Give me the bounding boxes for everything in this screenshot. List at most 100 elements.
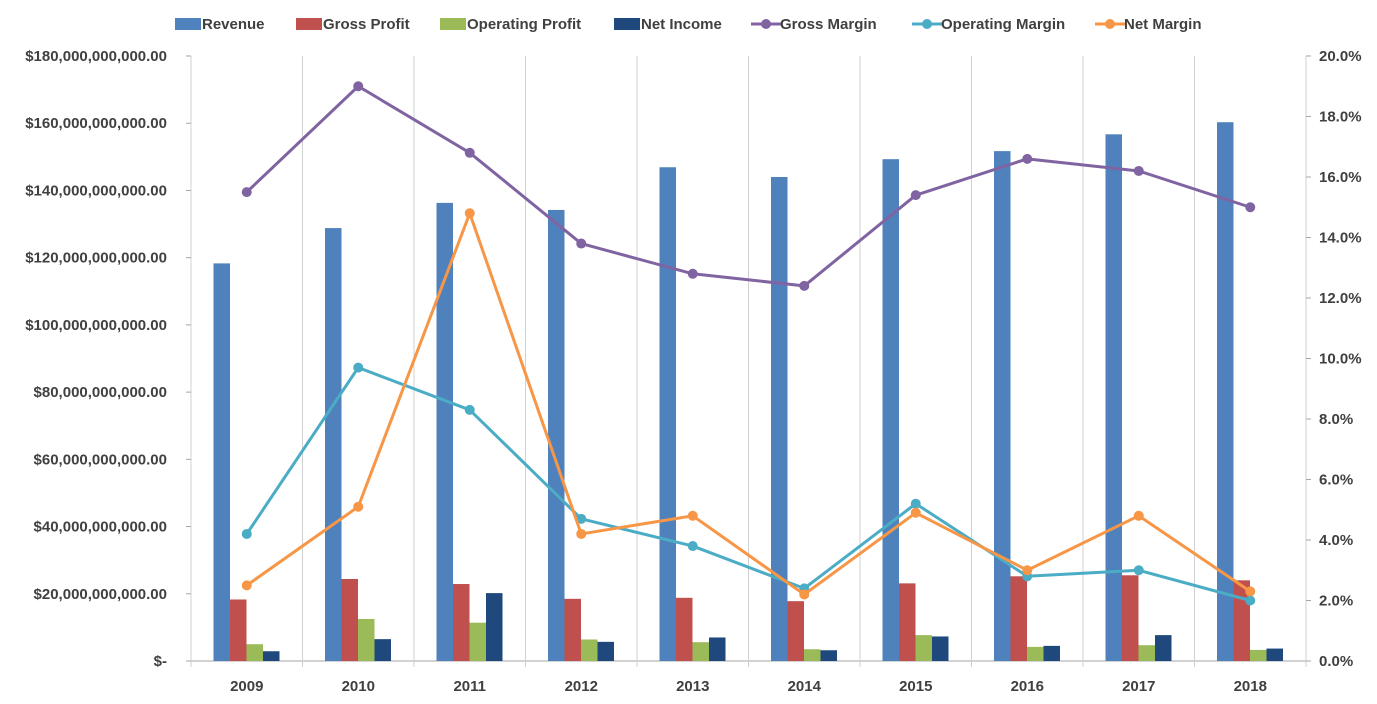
point-gross-margin — [799, 280, 810, 291]
point-net-margin — [576, 528, 587, 539]
point-operating-margin — [464, 404, 475, 415]
bar-operating-profit — [1250, 649, 1267, 661]
legend-marker-gross-margin — [761, 19, 771, 29]
right-tick-label: 12.0% — [1319, 290, 1362, 307]
bar-revenue — [436, 202, 453, 661]
line-operating-margin — [245, 366, 1251, 602]
point-net-margin — [353, 501, 364, 512]
point-gross-margin — [1245, 202, 1256, 213]
point-gross-margin — [464, 147, 475, 158]
bar-net-income — [1266, 648, 1283, 661]
bar-net-income — [709, 637, 726, 661]
bar-revenue — [882, 159, 899, 662]
right-tick-label: 14.0% — [1319, 230, 1362, 247]
bar-net-income — [597, 641, 614, 661]
legend-label-operating-profit: Operating Profit — [467, 16, 581, 33]
point-gross-margin — [241, 187, 252, 198]
x-tick-label: 2010 — [342, 678, 375, 695]
legend-swatch-operating-profit — [440, 18, 466, 30]
bar-net-income — [263, 651, 280, 661]
x-tick-label: 2015 — [899, 678, 932, 695]
bar-net-income — [374, 639, 391, 661]
bar-gross-profit — [676, 597, 693, 661]
point-net-margin — [1022, 565, 1033, 576]
legend-marker-operating-margin — [922, 19, 932, 29]
right-tick-label: 10.0% — [1319, 351, 1362, 368]
bar-operating-profit — [1138, 645, 1155, 661]
right-tick-label: 16.0% — [1319, 169, 1362, 186]
legend-swatch-net-income — [614, 18, 640, 30]
bar-revenue — [1105, 134, 1122, 661]
x-tick-label: 2016 — [1011, 678, 1044, 695]
bar-operating-profit — [1027, 646, 1044, 661]
left-tick-label: $40,000,000,000.00 — [34, 519, 167, 536]
x-tick-label: 2014 — [788, 678, 822, 695]
bar-revenue — [1217, 122, 1234, 662]
bar-revenue — [771, 177, 788, 661]
bar-net-income — [820, 650, 837, 661]
point-operating-margin — [910, 498, 921, 509]
bar-revenue — [548, 209, 565, 661]
x-tick-label: 2011 — [453, 678, 486, 695]
left-tick-label: $80,000,000,000.00 — [34, 384, 167, 401]
bar-operating-profit — [804, 649, 821, 661]
point-gross-margin — [576, 238, 587, 249]
bar-revenue — [659, 167, 676, 661]
point-operating-margin — [241, 528, 252, 539]
line-gross-margin — [245, 84, 1251, 288]
left-tick-label: $140,000,000,000.00 — [25, 182, 167, 199]
point-gross-margin — [1133, 165, 1144, 176]
right-tick-label: 0.0% — [1319, 653, 1353, 670]
point-net-margin — [910, 507, 921, 518]
point-operating-margin — [576, 513, 587, 524]
x-tick-label: 2017 — [1122, 678, 1155, 695]
line-net-margin — [245, 211, 1252, 596]
bar-operating-profit — [692, 642, 709, 661]
left-tick-label: $160,000,000,000.00 — [25, 115, 167, 132]
bar-net-income — [1043, 645, 1060, 661]
point-gross-margin — [353, 81, 364, 92]
x-tick-label: 2013 — [676, 678, 709, 695]
point-gross-margin — [910, 190, 921, 201]
bar-gross-profit — [899, 583, 916, 661]
x-tick-label: 2009 — [230, 678, 263, 695]
bar-revenue — [325, 228, 342, 662]
point-net-margin — [687, 510, 698, 521]
bar-operating-profit — [469, 622, 486, 661]
right-tick-label: 2.0% — [1319, 593, 1353, 610]
point-net-margin — [1245, 586, 1256, 597]
point-operating-margin — [1133, 565, 1144, 576]
point-net-margin — [1133, 510, 1144, 521]
bar-gross-profit — [230, 599, 247, 661]
legend-label-operating-margin: Operating Margin — [941, 16, 1065, 33]
legend-marker-net-margin — [1105, 19, 1115, 29]
left-tick-label: $180,000,000,000.00 — [25, 48, 167, 65]
point-net-margin — [464, 208, 475, 219]
point-net-margin — [799, 589, 810, 600]
x-tick-label: 2018 — [1234, 678, 1267, 695]
point-gross-margin — [687, 268, 698, 279]
bar-gross-profit — [1010, 576, 1027, 661]
bar-net-income — [932, 636, 949, 661]
left-tick-label: $- — [154, 653, 167, 670]
x-tick-label: 2012 — [565, 678, 598, 695]
bar-gross-profit — [564, 598, 581, 661]
left-tick-label: $100,000,000,000.00 — [25, 317, 167, 334]
bar-gross-profit — [787, 601, 804, 661]
bar-revenue — [213, 263, 230, 661]
point-net-margin — [241, 580, 252, 591]
right-tick-label: 6.0% — [1319, 472, 1353, 489]
point-gross-margin — [1022, 153, 1033, 164]
bar-gross-profit — [341, 578, 358, 661]
bar-revenue — [994, 151, 1011, 661]
bar-operating-profit — [915, 635, 932, 661]
bar-operating-profit — [246, 644, 263, 661]
left-tick-label: $120,000,000,000.00 — [25, 250, 167, 267]
point-operating-margin — [353, 362, 364, 373]
point-operating-margin — [687, 541, 698, 552]
right-tick-label: 20.0% — [1319, 48, 1362, 65]
legend-label-net-income: Net Income — [641, 16, 722, 33]
legend-swatch-gross-profit — [296, 18, 322, 30]
